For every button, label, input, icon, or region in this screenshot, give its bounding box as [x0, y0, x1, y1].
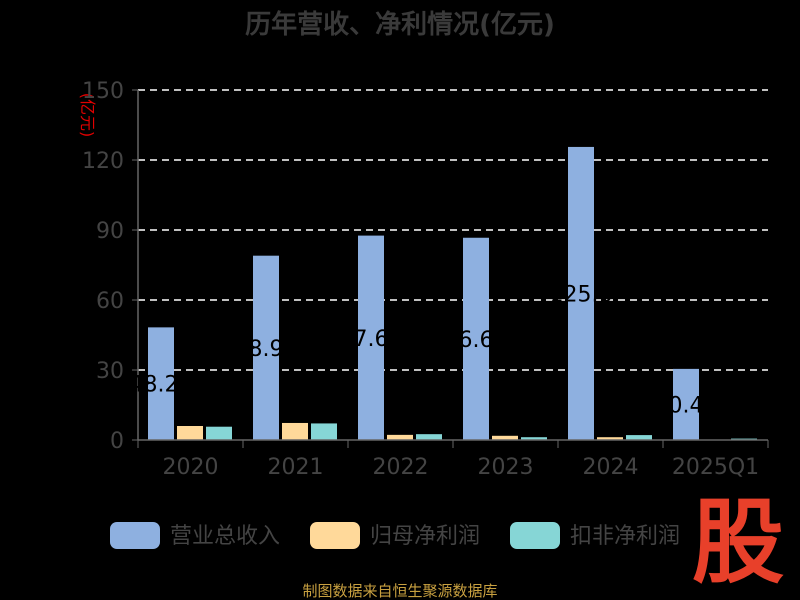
- bar: [416, 434, 442, 440]
- y-tick-label: 150: [82, 79, 124, 104]
- bar: [311, 423, 337, 440]
- bar: [568, 146, 594, 440]
- legend-swatch: [310, 522, 360, 549]
- bar: [492, 435, 518, 440]
- x-tick-label: 2024: [583, 455, 639, 480]
- bar: [253, 255, 279, 440]
- legend-swatch: [110, 522, 160, 549]
- chart-title: 历年营收、净利情况(亿元): [245, 9, 555, 40]
- bar: [521, 437, 547, 440]
- bar: [387, 434, 413, 440]
- brand-logo: 股: [692, 489, 784, 596]
- y-tick-label: 120: [82, 149, 124, 174]
- source-note: 制图数据来自恒生聚源数据库: [302, 582, 497, 600]
- x-axis-ticks: 2020 2021 2022 2023 2024 2025Q1: [137, 440, 769, 480]
- bar: [282, 422, 308, 440]
- legend: 营业总收入 归母净利润 扣非净利润: [110, 522, 680, 549]
- gridlines: [138, 89, 768, 371]
- y-tick-label: 0: [110, 429, 124, 454]
- legend-label: 扣非净利润: [570, 524, 680, 549]
- bar: [597, 437, 623, 440]
- x-tick-label: 2023: [478, 455, 534, 480]
- x-tick-label: 2025Q1: [672, 455, 759, 480]
- legend-swatch: [510, 522, 560, 549]
- data-label: 86.68: [445, 328, 508, 353]
- bar: [177, 426, 203, 440]
- bar: [148, 327, 174, 440]
- data-label: 125.6: [550, 282, 613, 307]
- bar: [463, 237, 489, 440]
- bar: [358, 235, 384, 440]
- legend-label: 营业总收入: [170, 524, 280, 549]
- x-tick-label: 2021: [268, 455, 324, 480]
- data-labels: 48.27 78.99 87.60 86.68 125.6 30.48: [130, 282, 718, 418]
- x-tick-label: 2020: [163, 455, 219, 480]
- data-label: 87.60: [340, 327, 403, 352]
- y-tick-label: 90: [96, 219, 124, 244]
- data-label: 78.99: [235, 337, 298, 362]
- bar: [206, 426, 232, 440]
- y-axis-ticks: 0 30 60 90 120 150: [82, 79, 138, 454]
- x-tick-label: 2022: [373, 455, 429, 480]
- bar: [626, 435, 652, 440]
- data-label: 48.27: [130, 373, 193, 398]
- legend-label: 归母净利润: [370, 524, 480, 549]
- y-axis-label: (亿元): [78, 93, 97, 138]
- data-label: 30.48: [655, 393, 718, 418]
- bar: [673, 368, 699, 440]
- bars: [148, 146, 757, 440]
- y-tick-label: 30: [96, 359, 124, 384]
- y-tick-label: 60: [96, 289, 124, 314]
